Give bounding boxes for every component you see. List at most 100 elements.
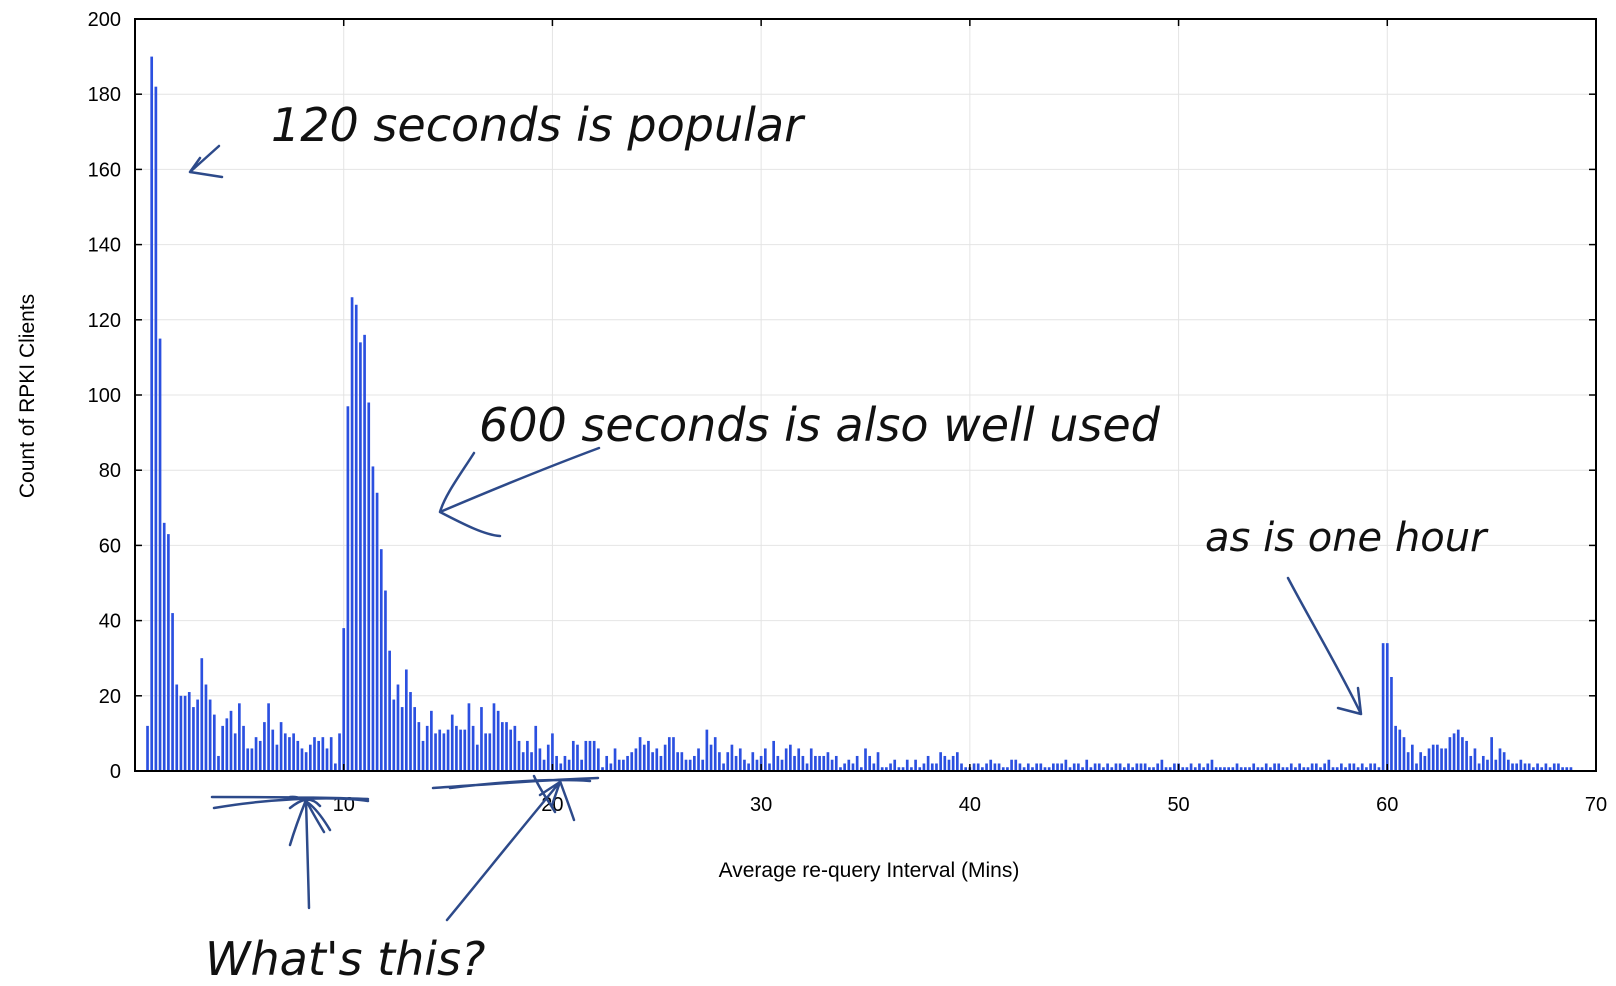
bar (271, 729, 275, 771)
bar (1264, 763, 1268, 771)
bar (1285, 767, 1289, 771)
bar (1544, 763, 1548, 771)
bar (597, 748, 600, 771)
bar (346, 406, 350, 771)
bar (1289, 763, 1293, 771)
bar (1306, 767, 1310, 771)
bar (1431, 744, 1435, 771)
bar (1173, 763, 1176, 771)
bar (1527, 763, 1531, 771)
bar (1206, 763, 1210, 771)
bar (225, 718, 229, 771)
bar (546, 744, 550, 771)
bar (313, 737, 316, 771)
bar (1152, 767, 1155, 771)
bar (1185, 767, 1189, 771)
bar (1156, 763, 1160, 771)
bar (688, 759, 692, 771)
bar (417, 722, 421, 771)
plot-frame (134, 18, 1597, 772)
bar (409, 692, 412, 771)
axes-frame (134, 18, 1597, 772)
bar (484, 733, 487, 771)
bar (1423, 755, 1427, 771)
bar (1106, 763, 1109, 771)
bar (1160, 759, 1164, 771)
bar (334, 763, 337, 771)
bar (1523, 763, 1527, 771)
bar (563, 755, 567, 771)
bar (960, 763, 963, 771)
bar (1039, 763, 1043, 771)
x-axis-label: Average re-query Interval (Mins) (719, 859, 1020, 882)
annotation-120-seconds: 120 seconds is popular (271, 98, 806, 152)
bar (1348, 763, 1352, 771)
bar (1452, 733, 1456, 771)
bar (910, 767, 913, 771)
y-tick-label: 20 (99, 686, 121, 708)
bar (430, 710, 433, 771)
bar (571, 740, 575, 771)
bar (1085, 759, 1089, 771)
bar (930, 763, 934, 771)
bar (1164, 767, 1168, 771)
bar (864, 748, 867, 771)
bar (926, 755, 930, 771)
bar (183, 695, 187, 771)
bar (734, 755, 738, 771)
bar (338, 733, 341, 771)
bar (680, 752, 684, 771)
bar (905, 759, 909, 771)
bar (279, 722, 283, 771)
bar (434, 733, 437, 771)
bar (663, 744, 667, 771)
bar (793, 755, 796, 771)
bar (492, 703, 496, 771)
y-tick-label: 140 (88, 235, 121, 257)
x-tick-label: 40 (959, 794, 981, 816)
bar (196, 699, 199, 771)
bar (768, 763, 771, 771)
bar (1018, 763, 1022, 771)
bar (167, 534, 170, 771)
bar (388, 650, 391, 771)
bar (1419, 752, 1423, 771)
bar (1381, 643, 1385, 771)
bar (1056, 763, 1059, 771)
bar (1444, 748, 1448, 771)
bar (722, 763, 725, 771)
bar (1277, 763, 1281, 771)
bar (1031, 767, 1034, 771)
bar (655, 748, 659, 771)
bar (1398, 729, 1402, 771)
y-tick-label: 120 (88, 310, 121, 332)
arrow-one-hour (1286, 576, 1363, 716)
bar (922, 763, 926, 771)
bar (1456, 729, 1460, 771)
bar (1060, 763, 1064, 771)
y-axis-label: Count of RPKI Clients (16, 294, 39, 498)
bar (1552, 763, 1556, 771)
bar (855, 755, 859, 771)
bar (521, 752, 525, 771)
bar (459, 729, 462, 771)
bar (651, 752, 654, 771)
bar (1469, 755, 1473, 771)
bar (626, 755, 629, 771)
bar (1377, 767, 1381, 771)
bar (956, 752, 959, 771)
bar (1077, 763, 1080, 771)
bar (701, 759, 705, 771)
bar (342, 628, 346, 771)
bar (1131, 767, 1134, 771)
bar (329, 737, 333, 771)
bar (834, 755, 838, 771)
bar (375, 492, 379, 771)
scribble-near-10 (210, 795, 370, 832)
bar (1181, 767, 1185, 771)
bar (868, 755, 872, 771)
bar (325, 748, 329, 771)
bar (818, 755, 821, 771)
bar (805, 763, 809, 771)
bar (1373, 763, 1377, 771)
